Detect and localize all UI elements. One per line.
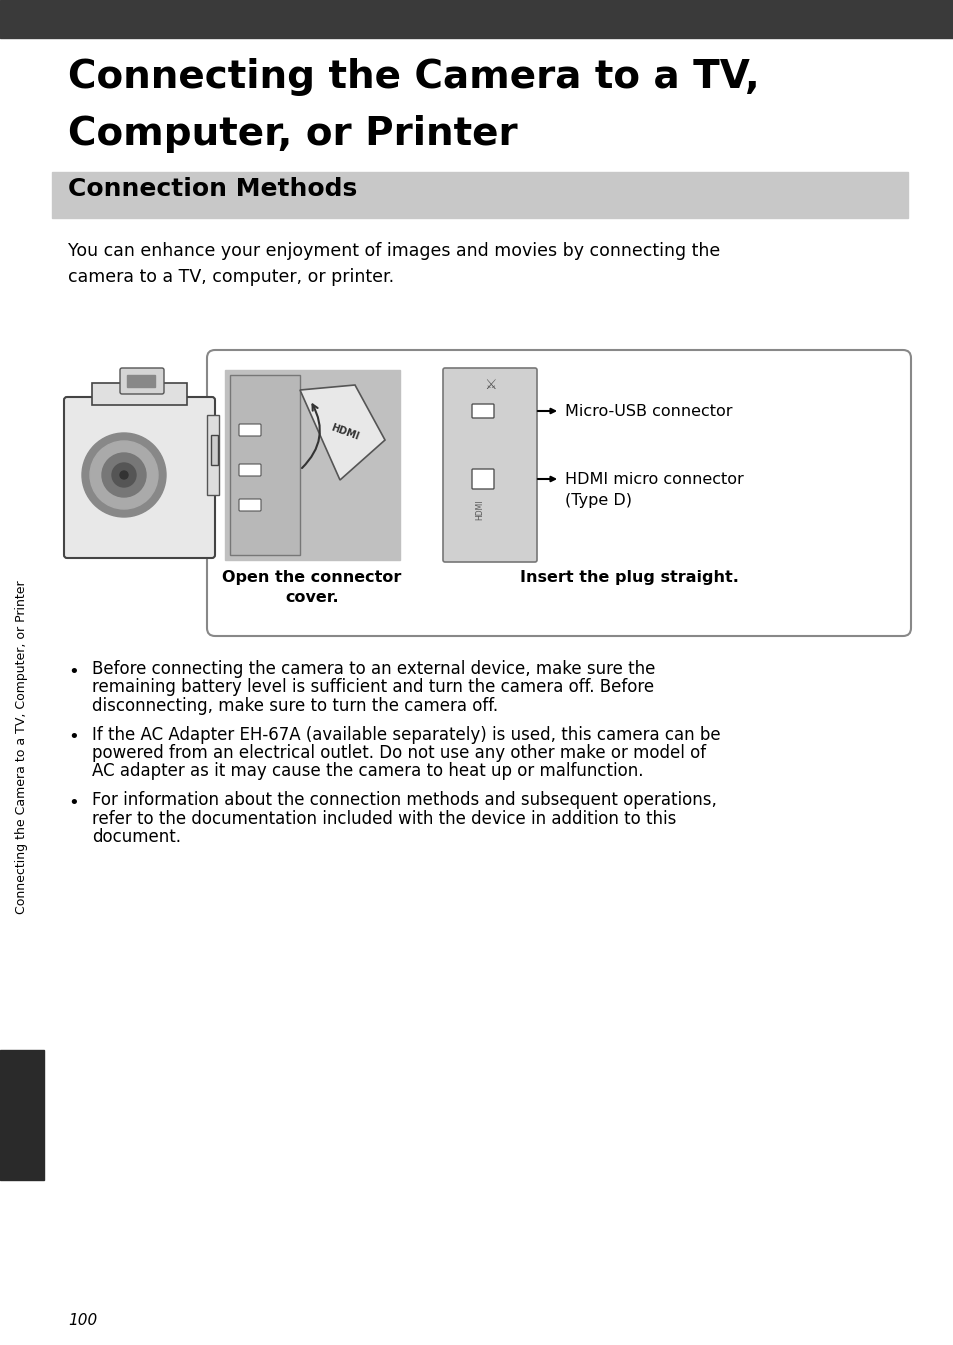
FancyBboxPatch shape: [472, 404, 494, 418]
Bar: [0, 0, 953, 38]
Text: Insert the plug straight.: Insert the plug straight.: [519, 570, 739, 585]
Text: ⚔: ⚔: [483, 378, 496, 391]
Text: HDMI: HDMI: [329, 422, 360, 441]
Text: •: •: [68, 729, 79, 746]
FancyBboxPatch shape: [442, 369, 537, 562]
Text: You can enhance your enjoyment of images and movies by connecting the
camera to : You can enhance your enjoyment of images…: [68, 242, 720, 285]
Bar: [211, 434, 218, 465]
Text: powered from an electrical outlet. Do not use any other make or model of: powered from an electrical outlet. Do no…: [91, 744, 705, 763]
Text: cover.: cover.: [285, 590, 338, 605]
Text: 100: 100: [68, 1313, 97, 1328]
Bar: [225, 370, 399, 560]
Text: Open the connector: Open the connector: [222, 570, 401, 585]
Circle shape: [82, 433, 166, 516]
FancyBboxPatch shape: [207, 350, 910, 636]
Circle shape: [90, 441, 158, 508]
FancyBboxPatch shape: [239, 499, 261, 511]
Text: Before connecting the camera to an external device, make sure the: Before connecting the camera to an exter…: [91, 660, 655, 678]
Text: For information about the connection methods and subsequent operations,: For information about the connection met…: [91, 791, 716, 808]
Text: document.: document.: [91, 829, 181, 846]
Circle shape: [102, 453, 146, 498]
Text: Micro-USB connector: Micro-USB connector: [564, 404, 732, 418]
Text: refer to the documentation included with the device in addition to this: refer to the documentation included with…: [91, 810, 676, 827]
Text: •: •: [68, 663, 79, 681]
Circle shape: [112, 463, 136, 487]
Bar: [207, 416, 219, 495]
FancyBboxPatch shape: [64, 397, 214, 558]
FancyBboxPatch shape: [472, 469, 494, 490]
Text: If the AC Adapter EH-67A (available separately) is used, this camera can be: If the AC Adapter EH-67A (available sepa…: [91, 725, 720, 744]
Text: HDMI micro connector: HDMI micro connector: [564, 472, 743, 487]
Bar: [127, 375, 154, 387]
Bar: [230, 375, 299, 555]
Polygon shape: [299, 385, 385, 480]
Text: Connecting the Camera to a TV,: Connecting the Camera to a TV,: [68, 58, 759, 95]
FancyBboxPatch shape: [120, 369, 164, 394]
Text: Computer, or Printer: Computer, or Printer: [68, 116, 517, 153]
Text: Connecting the Camera to a TV, Computer, or Printer: Connecting the Camera to a TV, Computer,…: [15, 580, 29, 913]
FancyBboxPatch shape: [239, 464, 261, 476]
Text: remaining battery level is sufficient and turn the camera off. Before: remaining battery level is sufficient an…: [91, 678, 654, 697]
Text: HDMI: HDMI: [475, 500, 484, 521]
Text: (Type D): (Type D): [564, 494, 631, 508]
Text: •: •: [68, 794, 79, 812]
FancyBboxPatch shape: [239, 424, 261, 436]
Text: AC adapter as it may cause the camera to heat up or malfunction.: AC adapter as it may cause the camera to…: [91, 763, 643, 780]
Bar: [52, 172, 907, 218]
Text: Connection Methods: Connection Methods: [68, 178, 356, 200]
Bar: [0, 1050, 44, 1180]
Circle shape: [120, 471, 128, 479]
Text: disconnecting, make sure to turn the camera off.: disconnecting, make sure to turn the cam…: [91, 697, 497, 716]
Bar: [91, 383, 187, 405]
